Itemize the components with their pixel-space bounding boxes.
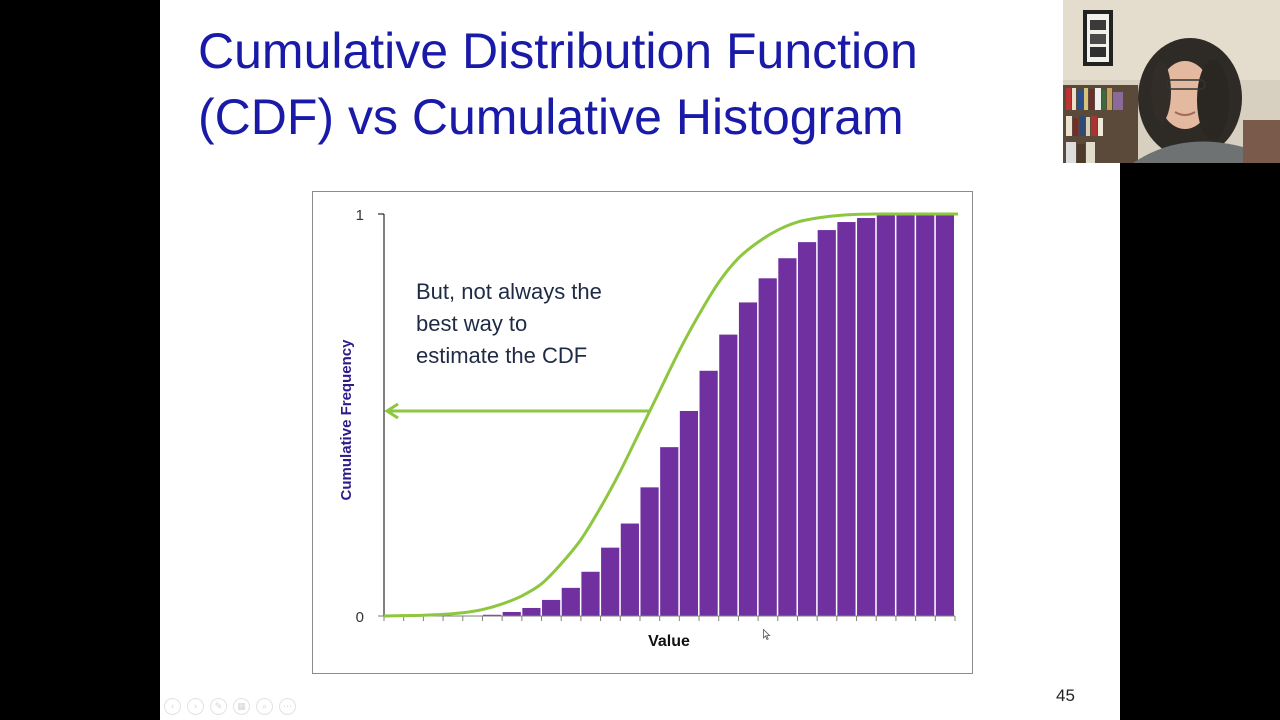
histogram-bar [778, 258, 797, 616]
y-axis-label: Cumulative Frequency [338, 339, 355, 501]
histogram-bar [758, 278, 777, 616]
webcam-feed [1063, 0, 1280, 163]
ticks-layer [383, 616, 956, 621]
histogram-bar [797, 242, 817, 616]
histogram-bar [620, 523, 639, 616]
histogram-bar [561, 587, 580, 616]
histogram-bar [660, 447, 679, 616]
slide: Cumulative Distribution Function (CDF) v… [160, 0, 1120, 720]
histogram-bar [482, 614, 502, 616]
prev-slide-button[interactable]: ‹ [164, 698, 181, 715]
arrow-head [384, 402, 399, 420]
y-tick-label-1: 1 [356, 207, 364, 224]
cumulative-histogram-chart: 1 0 Cumulative Frequency Value [338, 207, 958, 650]
pen-tool-button[interactable]: ✎ [210, 698, 227, 715]
y-tick-label-0: 0 [356, 609, 364, 626]
histogram-bar [522, 607, 541, 616]
magnifier-icon: ⌕ [261, 701, 268, 712]
histogram-bar [719, 334, 738, 616]
bars-layer [482, 214, 954, 616]
presenter-video-image [1063, 0, 1280, 163]
histogram-bar [679, 410, 699, 616]
title-line-1: Cumulative Distribution Function [198, 23, 918, 79]
chevron-right-icon: › [193, 701, 198, 712]
x-axis-label: Value [648, 633, 690, 650]
annotation-line-2: best way to [416, 311, 528, 336]
slide-number: 45 [1056, 686, 1075, 705]
title-line-2: (CDF) vs Cumulative Histogram [198, 89, 904, 145]
slideshow-controls: ‹ › ✎ ▦ ⌕ ⋯ [164, 698, 296, 715]
histogram-bar [601, 547, 620, 616]
more-options-button[interactable]: ⋯ [279, 698, 296, 715]
mouse-cursor-icon [763, 629, 771, 641]
histogram-bar [837, 222, 856, 616]
histogram-bar [640, 487, 659, 616]
annotation-line-1: But, not always the [416, 279, 602, 304]
histogram-bar [738, 302, 758, 616]
slides-icon: ▦ [237, 701, 246, 712]
histogram-bar [896, 214, 915, 616]
annotation-line-3: estimate the CDF [416, 343, 588, 368]
annotation-text: But, not always the best way to estimate… [416, 276, 676, 372]
histogram-bar [817, 230, 836, 616]
histogram-bar [935, 214, 954, 616]
histogram-bar [699, 370, 718, 616]
next-slide-button[interactable]: › [187, 698, 204, 715]
chart-frame: 1 0 Cumulative Frequency Value [312, 191, 973, 674]
histogram-bar [542, 599, 561, 616]
chevron-left-icon: ‹ [170, 701, 175, 712]
slide-title: Cumulative Distribution Function (CDF) v… [198, 18, 918, 150]
histogram-bar [581, 571, 600, 616]
zoom-button[interactable]: ⌕ [256, 698, 273, 715]
pen-icon: ✎ [214, 701, 223, 712]
histogram-bar [502, 611, 521, 616]
histogram-bar [857, 218, 876, 616]
cdf-curve [383, 212, 958, 618]
histogram-bar [916, 214, 935, 616]
histogram-bar [876, 214, 895, 616]
ellipsis-icon: ⋯ [283, 701, 292, 712]
slides-view-button[interactable]: ▦ [233, 698, 250, 715]
